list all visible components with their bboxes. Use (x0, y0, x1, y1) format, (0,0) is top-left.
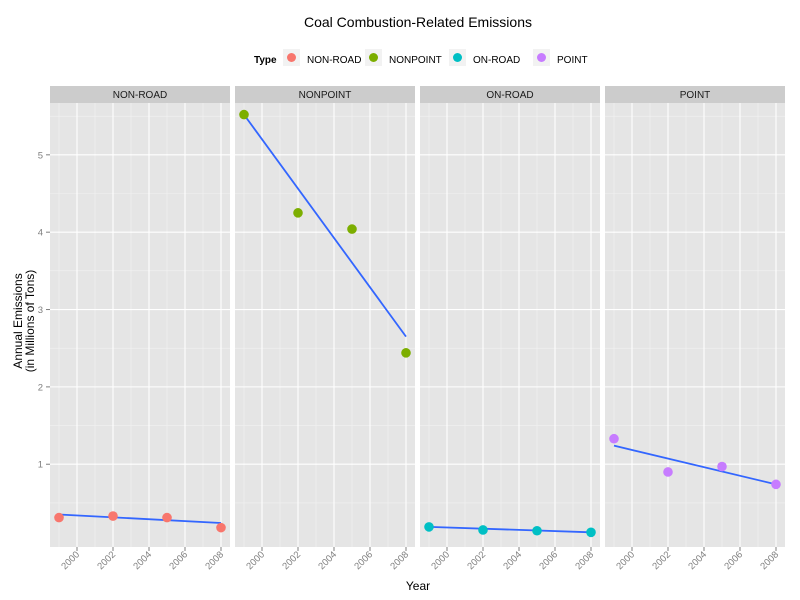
data-point-point-2005 (717, 461, 727, 472)
trend-line-point (613, 444, 777, 486)
data-point-on-road-2005 (532, 525, 542, 536)
legend-dot-non-road (287, 53, 296, 62)
y-axis-label-line-2: (in Millions of Tons) (23, 270, 37, 372)
y-tick-label-5: 5 (38, 150, 43, 161)
data-point-non-road-2002 (108, 511, 118, 521)
chart-title: Coal Combustion-Related Emissions (304, 14, 532, 30)
data-point-on-road-1999 (424, 522, 434, 532)
data-point-nonpoint-2005 (347, 224, 357, 234)
legend-label-point: POINT (557, 55, 588, 66)
y-tick-label-2: 2 (38, 382, 43, 393)
x-axis-label: Year (406, 579, 430, 593)
data-point-nonpoint-2002 (293, 208, 303, 218)
trend-line-non-road (58, 513, 222, 524)
y-tick-label-4: 4 (38, 228, 43, 239)
y-axis-label: Annual Emissions (in Millions of Tons) (11, 270, 37, 372)
legend-dot-on-road (453, 53, 462, 62)
trend-line-on-road (428, 525, 592, 534)
y-axis: 1 2 3 4 5 (38, 150, 50, 471)
data-point-on-road-2008 (586, 527, 596, 538)
legend-title: Type (254, 55, 277, 66)
strip-on-road (420, 86, 600, 103)
panel-background-on-road (420, 103, 600, 547)
strip-label-non-road: NON-ROAD (113, 90, 167, 101)
data-point-non-road-2008 (216, 522, 226, 533)
trend-line-nonpoint (243, 114, 407, 338)
data-point-non-road-2005 (162, 512, 172, 523)
data-point-point-2008 (771, 479, 781, 490)
data-point-nonpoint-2008 (401, 348, 411, 358)
data-point-on-road-2002 (478, 525, 488, 535)
y-tick-label-3: 3 (38, 305, 43, 316)
strip-point (605, 86, 785, 103)
legend-label-nonpoint: NONPOINT (389, 55, 442, 66)
strip-nonpoint (235, 86, 415, 103)
legend-dot-nonpoint (369, 53, 378, 62)
y-axis-label-line-1: Annual Emissions (11, 273, 25, 368)
data-point-point-2002 (663, 467, 673, 477)
strip-label-nonpoint: NONPOINT (299, 90, 352, 101)
panel-background-nonpoint (235, 103, 415, 547)
legend-label-non-road: NON-ROAD (307, 55, 361, 66)
legend: Type NON-ROAD NONPOINT ON-ROAD POINT (254, 49, 588, 66)
panel-background-point (605, 103, 785, 547)
panel-background-non-road (50, 103, 230, 547)
strip-label-point: POINT (680, 90, 711, 101)
y-tick-label-1: 1 (38, 460, 43, 471)
data-point-non-road-1999 (54, 512, 64, 523)
strip-label-on-road: ON-ROAD (486, 90, 533, 101)
legend-label-on-road: ON-ROAD (473, 55, 520, 66)
strip-non-road (50, 86, 230, 103)
data-point-point-1999 (609, 433, 619, 444)
data-point-nonpoint-1999 (239, 109, 249, 120)
legend-dot-point (537, 53, 546, 62)
